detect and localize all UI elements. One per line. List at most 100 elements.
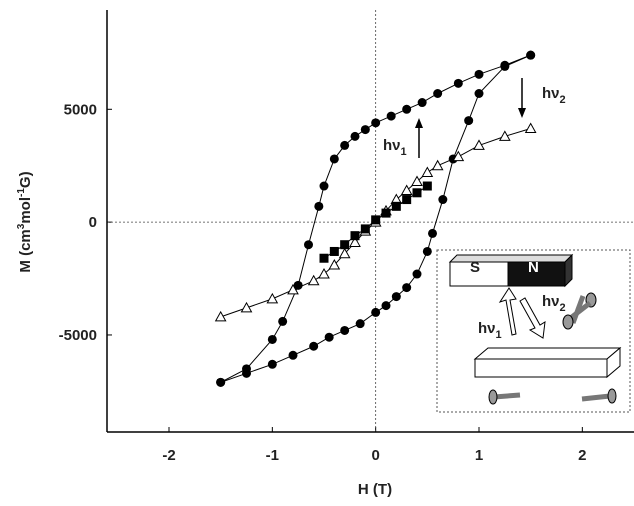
- point: [338, 247, 351, 259]
- point: [433, 88, 443, 98]
- inset-label: hν2: [542, 293, 566, 314]
- point: [526, 50, 536, 60]
- point: [350, 131, 360, 141]
- point: [288, 350, 298, 360]
- y-axis-label-part: G): [17, 171, 34, 188]
- point: [329, 154, 339, 164]
- point: [307, 274, 320, 286]
- magnet-top: [448, 254, 574, 263]
- point: [267, 334, 277, 344]
- point: [278, 316, 288, 326]
- y-tick-label: 5000: [64, 101, 97, 118]
- point: [524, 122, 537, 133]
- point: [422, 246, 432, 256]
- annotation: hν1: [383, 137, 407, 158]
- x-axis-label: H (T): [358, 481, 392, 498]
- point: [340, 325, 350, 335]
- point: [438, 195, 448, 205]
- point: [240, 301, 253, 313]
- point: [464, 116, 474, 126]
- point: [386, 111, 396, 121]
- point: [328, 258, 341, 270]
- point: [355, 319, 365, 329]
- x-tick-label: -2: [162, 447, 175, 464]
- y-tick-label: -5000: [59, 327, 97, 344]
- point: [319, 181, 329, 191]
- arrow-head: [518, 108, 526, 118]
- magnet-side: [564, 253, 573, 288]
- point: [309, 341, 319, 351]
- point: [314, 201, 324, 211]
- point: [474, 69, 484, 79]
- arrow-head: [415, 118, 423, 128]
- inset: S N hν1 hν2: [436, 249, 631, 413]
- point: [421, 166, 434, 177]
- point: [381, 208, 391, 218]
- point: [371, 307, 381, 317]
- point: [474, 88, 484, 98]
- point: [304, 240, 313, 250]
- point: [402, 104, 412, 114]
- x-tick-label: 0: [371, 447, 379, 464]
- x-tick-label: 1: [475, 447, 483, 464]
- point: [402, 283, 412, 293]
- magnet-s-label: S: [470, 259, 480, 276]
- point: [349, 236, 361, 247]
- point: [412, 269, 422, 279]
- point: [412, 188, 422, 198]
- point: [360, 224, 370, 234]
- screw: [493, 392, 521, 400]
- point: [214, 310, 227, 322]
- point: [267, 359, 277, 369]
- magnet-n-label: N: [528, 259, 539, 276]
- screw: [581, 393, 611, 402]
- point: [350, 231, 360, 241]
- point: [452, 150, 465, 162]
- point: [473, 139, 485, 150]
- point: [242, 368, 251, 378]
- y-axis-label-part: -1: [16, 188, 27, 197]
- point: [391, 201, 401, 211]
- screw-head: [607, 388, 617, 404]
- point: [293, 280, 303, 290]
- point: [371, 118, 381, 128]
- y-axis-label-part: M (cm: [17, 229, 34, 272]
- y-axis-label: M (cm3mol-1G): [16, 171, 34, 272]
- y-axis-label-part: mol: [17, 197, 34, 224]
- point: [266, 292, 279, 304]
- point: [371, 215, 381, 225]
- point: [500, 61, 510, 71]
- y-tick-label: 0: [89, 214, 97, 231]
- bar-side: [606, 346, 621, 379]
- bar-top: [473, 347, 622, 360]
- bar: [474, 358, 608, 378]
- point: [400, 184, 413, 196]
- point: [428, 228, 437, 238]
- point: [391, 292, 401, 302]
- point: [340, 240, 350, 250]
- inset-label: hν1: [478, 320, 502, 341]
- point: [329, 246, 339, 256]
- light-arrow: [519, 297, 546, 339]
- x-tick-label: 2: [578, 447, 586, 464]
- point: [417, 98, 427, 108]
- point: [318, 268, 330, 279]
- light-arrow: [498, 287, 517, 336]
- point: [411, 175, 423, 187]
- magnet-n: [507, 261, 566, 287]
- y-axis-label-part: 3: [16, 223, 27, 229]
- point: [402, 195, 412, 205]
- point: [340, 140, 350, 150]
- annotation: hν2: [542, 85, 566, 106]
- point: [498, 130, 511, 141]
- screw-head: [488, 389, 498, 405]
- point: [319, 253, 329, 263]
- point: [216, 377, 226, 387]
- x-tick-label: -1: [266, 447, 279, 464]
- point: [431, 159, 444, 171]
- point: [381, 301, 391, 311]
- point: [287, 283, 299, 295]
- point: [422, 181, 432, 191]
- point: [324, 332, 334, 342]
